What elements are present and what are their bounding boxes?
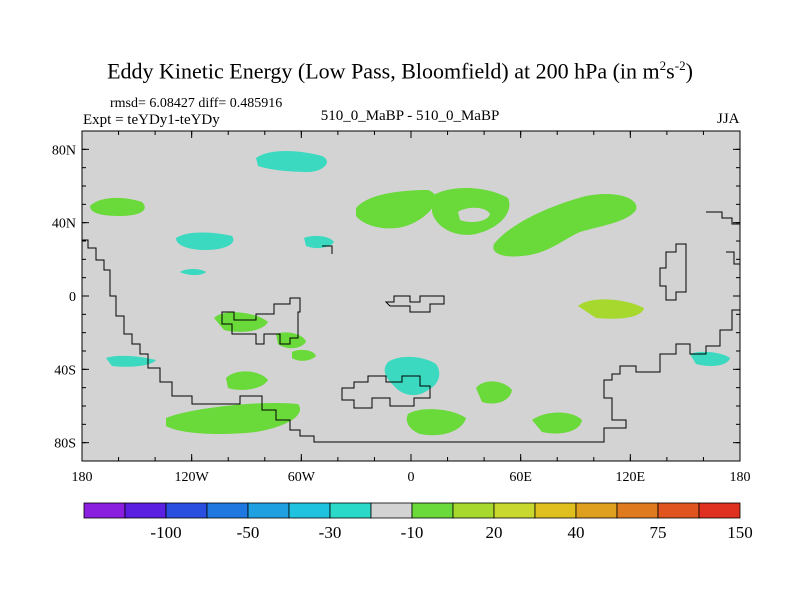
colorbar-label: -100 [150,523,181,542]
contour-fields [90,151,730,436]
x-tick-label: 120W [175,470,210,485]
x-tick-label: 60W [288,470,316,485]
colorbar-label: 75 [650,523,667,542]
field-region-positive_20 [226,371,268,390]
field-region-negative_10 [180,269,206,275]
season-label: JJA [717,111,740,127]
y-tick-label: 40S [54,363,76,378]
colorbar-swatch [370,502,413,519]
coastlines [82,211,740,443]
field-region-negative_10 [176,232,234,250]
experiment-label: Expt = teYDy1-teYDy [83,112,220,128]
coastline [322,245,333,254]
colorbar-swatch [534,502,577,519]
field-region-negative_10 [256,151,327,172]
field-region-negative_10 [690,351,730,366]
axis-ticks: 180 120W 60W 0 60E 120E 180 80N 40N 0 40S 80S [52,130,751,485]
y-tick-label: 0 [69,290,76,305]
field-region-negative_10 [304,235,334,249]
y-tick-label: 40N [52,217,76,232]
colorbar-swatch [411,502,454,519]
colorbar-swatch [698,502,741,519]
colorbar-swatch [247,502,290,519]
field-region-positive_20 [90,197,145,216]
field-region-positive_30 [578,299,644,319]
colorbar-label: 20 [486,523,503,542]
x-tick-label: 180 [72,470,93,485]
x-tick-label: 180 [730,470,751,485]
colorbar-label: 40 [568,523,585,542]
coastline [384,295,445,313]
colorbar-swatch [452,502,495,519]
colorbar-label: -30 [319,523,342,542]
coastline [341,375,431,409]
field-region-positive_20 [406,409,466,436]
field-region-positive_20 [532,412,582,434]
x-tick-label: 60E [509,470,532,485]
field-region-positive_20 [166,402,301,434]
x-tick-label: 120E [616,470,646,485]
colorbar-swatch [616,502,659,519]
colorbar-label: -10 [401,523,424,542]
colorbar: -100 -50 -30 -10 20 40 75 150 [83,502,753,542]
x-tick-label: 0 [408,470,415,485]
colorbar-swatch [206,502,249,519]
colorbar-swatch [165,502,208,519]
field-region-positive_20 [214,312,268,332]
colorbar-swatch [575,502,618,519]
coastline [221,297,301,345]
field-region-positive_20 [493,193,637,257]
field-region-positive_20 [356,190,436,229]
plot-area [82,131,740,461]
coastline [706,211,740,225]
colorbar-swatch [288,502,331,519]
coastline [82,239,740,443]
colorbar-label: 150 [727,523,753,542]
y-tick-label: 80S [54,437,76,452]
colorbar-label: -50 [237,523,260,542]
colorbar-swatch [329,502,372,519]
rmsd-label: rmsd= 6.08427 diff= 0.485916 [110,96,283,111]
chart-title: Eddy Kinetic Energy (Low Pass, Bloomfiel… [107,58,693,84]
colorbar-swatch [124,502,167,519]
case-label: 510_0_MaBP - 510_0_MaBP [320,108,500,124]
field-hole [458,207,490,222]
field-region-positive_20 [476,381,512,404]
field-region-negative_10 [106,355,156,367]
coastline [726,251,740,265]
colorbar-swatch [493,502,536,519]
colorbar-swatch [83,502,126,519]
colorbar-swatch [657,502,700,519]
coastline [659,243,687,301]
y-tick-label: 80N [52,143,76,158]
field-region-positive_20 [292,349,316,361]
